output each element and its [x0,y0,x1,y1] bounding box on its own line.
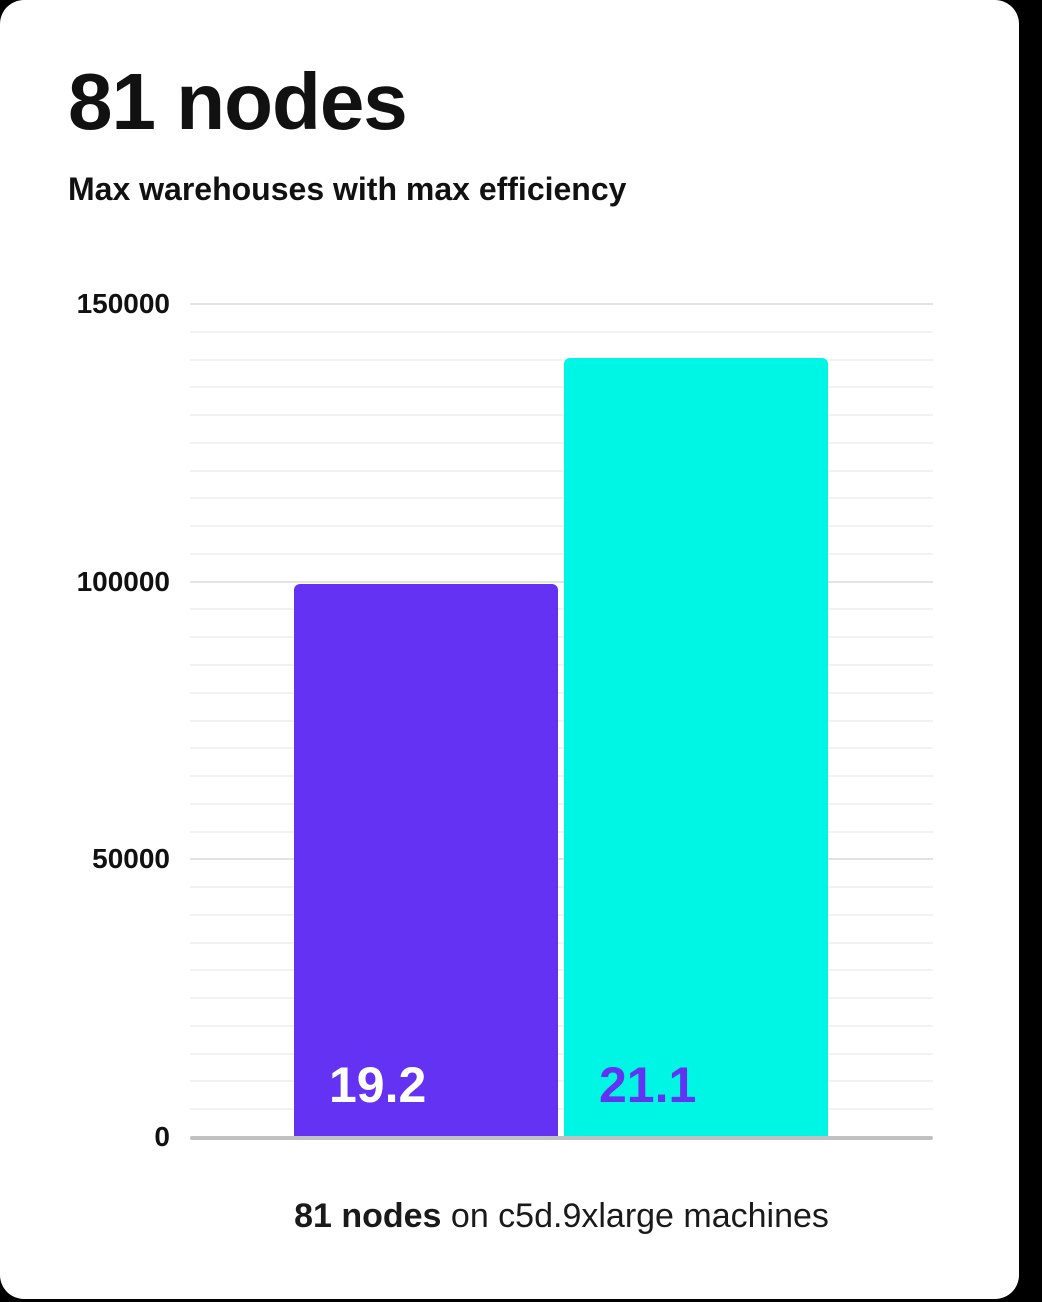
y-axis-tick-label: 100000 [76,565,170,597]
minor-gridline [190,802,933,805]
page-title: 81 nodes [68,57,408,146]
minor-gridline [190,691,933,694]
chart-card: 81 nodes Max warehouses with max efficie… [0,0,1019,1299]
minor-gridline [190,1108,933,1111]
y-axis-tick-label: 0 [154,1121,170,1152]
minor-gridline [190,830,933,833]
minor-gridline [190,497,933,500]
minor-gridline [190,469,933,472]
minor-gridline [190,969,933,972]
major-gridline [190,303,933,305]
minor-gridline [190,636,933,639]
minor-gridline [190,441,933,444]
minor-gridline [190,747,933,750]
caption-regular-text: on c5d.9xlarge machines [441,1197,829,1235]
bar-value-label-1: 19.2 [329,1057,427,1113]
y-axis-tick-label: 150000 [76,288,170,319]
minor-gridline [190,663,933,666]
minor-gridline [190,719,933,722]
bar-chart: 0 50000 100000 150000 19.2 21.1 [76,288,933,1152]
minor-gridline [190,608,933,611]
bar-2 [564,358,828,1137]
minor-gridline [190,414,933,417]
y-axis-tick-label: 50000 [92,843,170,875]
bar-1 [294,584,558,1137]
minor-gridline [190,886,933,889]
minor-gridline [190,775,933,778]
bar-value-label-2: 21.1 [599,1057,697,1113]
minor-gridline [190,358,933,361]
major-gridline [190,858,933,861]
minor-gridline [190,552,933,555]
caption-bold-text: 81 nodes [294,1197,442,1235]
minor-gridline [190,1024,933,1027]
minor-gridline [190,997,933,1000]
x-axis-line [190,1136,933,1140]
minor-gridline [190,913,933,916]
minor-gridline [190,1052,933,1055]
minor-gridline [190,525,933,528]
minor-gridline [190,330,933,333]
minor-gridline [190,386,933,389]
major-gridline [190,580,933,583]
minor-gridline [190,941,933,944]
minor-gridline [190,1080,933,1083]
page-subtitle: Max warehouses with max efficiency [68,171,627,207]
chart-caption: 81 nodes on c5d.9xlarge machines [190,1194,933,1238]
